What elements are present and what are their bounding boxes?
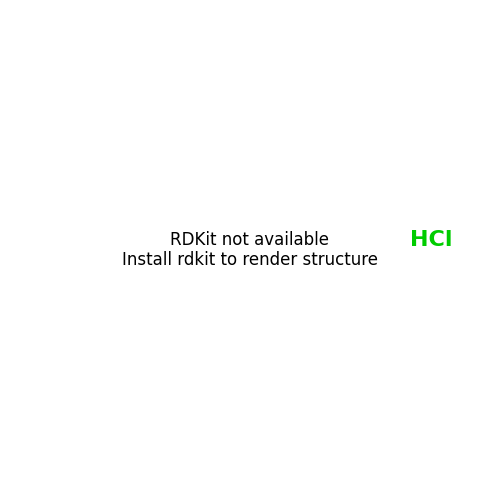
Text: RDKit not available
Install rdkit to render structure: RDKit not available Install rdkit to ren… (122, 230, 378, 270)
Text: HCl: HCl (410, 230, 453, 250)
